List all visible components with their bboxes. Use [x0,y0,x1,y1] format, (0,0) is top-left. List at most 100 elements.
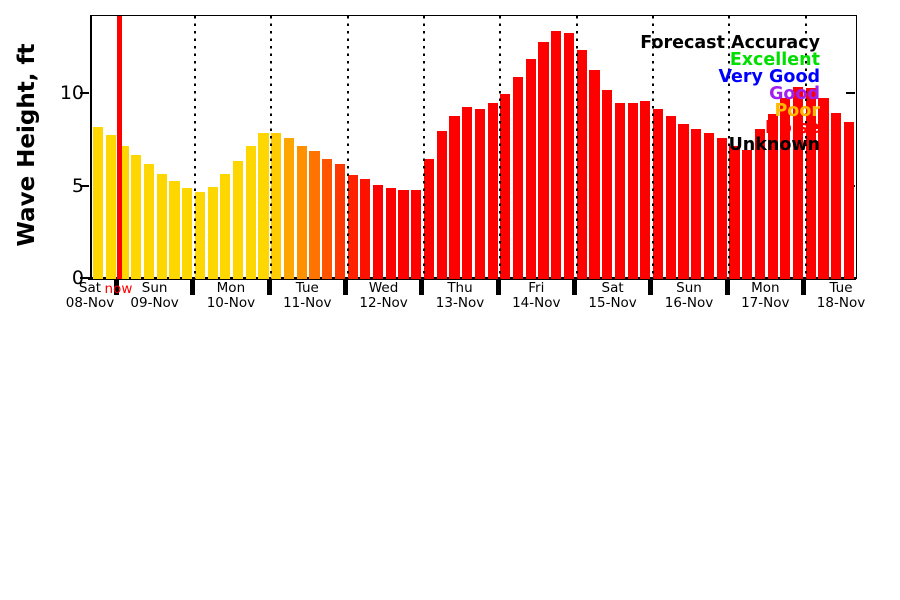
day-boundary-tick [648,279,654,295]
bar [131,155,142,279]
bar [500,94,511,279]
bar [232,160,244,279]
bar [652,108,664,279]
bar [169,180,180,279]
plot-area: Forecast Accuracy Excellent Very Good Good… [90,15,857,279]
day-boundary-gridline [499,16,502,279]
x-day-label: Sat 08-Nov [65,280,115,311]
bar [182,188,193,279]
bar [347,175,358,279]
x-day-label: Tue 11-Nov [283,280,332,311]
y-tick-label: 0 [71,267,84,289]
bar [843,121,855,279]
bar [602,90,613,279]
legend: Forecast Accuracy Excellent Very Good Good… [640,33,820,155]
bar [372,184,384,279]
x-day-label: Sun 09-Nov [130,280,179,311]
bar [449,116,460,279]
now-marker-line [117,16,122,279]
bar [665,116,676,279]
y-tick-label: 5 [71,174,84,197]
y-tick-mark [80,92,89,94]
day-boundary-gridline [346,16,349,279]
x-day-label: Mon 17-Nov [741,280,790,311]
bar [322,158,333,279]
bar [742,149,753,279]
day-boundary-gridline [804,16,807,279]
day-boundary-tick [724,279,730,295]
bar [474,108,485,279]
bar [385,188,396,279]
x-day-label: Fri 14-Nov [512,280,561,311]
bar [729,145,740,279]
bar [118,145,129,279]
bar [245,145,256,279]
bar [525,58,536,279]
bar [143,164,155,279]
day-boundary-gridline [422,16,425,279]
bar [678,123,689,279]
day-boundary-gridline [193,16,196,279]
day-boundary-tick [190,279,196,295]
y-tick-mark [846,92,855,94]
x-day-label: Thu 13-Nov [435,280,485,311]
x-day-label: Wed 12-Nov [359,280,408,311]
bar [487,103,498,279]
legend-entry: Excellent [729,50,820,70]
day-boundary-tick [801,279,807,295]
x-day-label: Tue 18-Nov [816,280,866,311]
day-boundary-tick [343,279,349,295]
x-day-label: Sun 16-Nov [664,280,714,311]
bar [334,164,345,279]
bar [423,158,435,279]
legend-entry: Unknown [728,135,820,155]
bar [754,129,765,279]
now-label: now [104,281,133,297]
legend-title: Forecast Accuracy [640,33,820,53]
bar [703,132,715,279]
bar [309,151,320,279]
bar [436,131,447,279]
bar [360,179,371,279]
bar [398,190,409,279]
bar [614,103,625,279]
bar [207,186,218,279]
bar [551,31,562,279]
day-boundary-tick [266,279,272,295]
bar [691,129,702,279]
bar [818,97,829,279]
bar [563,32,575,279]
legend-entry: Noise [765,118,820,138]
day-boundary-tick [572,279,578,295]
bar [792,86,804,279]
bar [220,173,231,279]
bar [283,138,295,279]
bar [105,134,116,279]
bar [271,132,282,279]
bar [296,145,307,279]
bar [767,114,778,279]
day-boundary-tick [419,279,425,295]
bar [194,192,205,279]
day-boundary-gridline [270,16,273,279]
bar [716,138,727,279]
legend-entry: Good [769,84,820,104]
day-boundary-gridline [651,16,654,279]
bar [411,190,422,279]
bar [538,42,549,279]
bar [589,69,600,279]
x-day-label: Sat 15-Nov [588,280,637,311]
bar [805,88,816,279]
day-boundary-tick [113,279,119,295]
legend-entry: Poor [774,101,820,121]
bar [512,77,524,279]
day-boundary-gridline [728,16,731,279]
bar [258,132,269,279]
day-boundary-tick [495,279,501,295]
y-tick-label: 10 [59,82,84,104]
y-tick-mark [80,277,89,279]
bar [780,97,791,279]
day-boundary-gridline [575,16,578,279]
bar [156,173,167,279]
